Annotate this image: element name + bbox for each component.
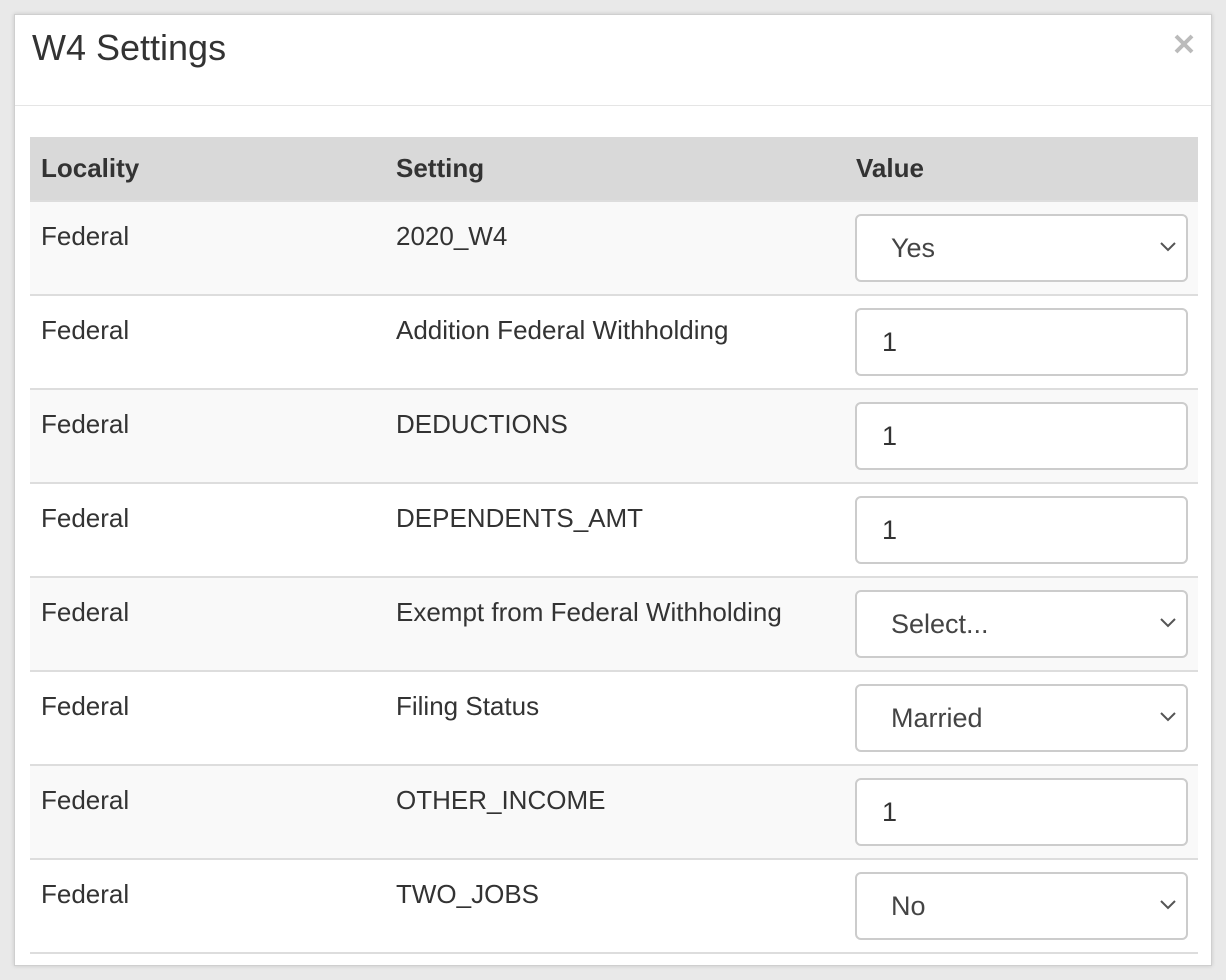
value-select[interactable]: Yes	[855, 214, 1188, 282]
setting-cell: Exempt from Federal Withholding	[385, 577, 845, 672]
locality-cell: Federal	[30, 201, 385, 296]
setting-cell: Addition Federal Withholding	[385, 295, 845, 390]
value-cell: 1	[845, 389, 1198, 484]
value-cell: 1	[845, 295, 1198, 390]
table-row: Federal Filing Status Married	[30, 671, 1198, 766]
table-row: Federal Addition Federal Withholding 1	[30, 295, 1198, 390]
table-row: Federal DEDUCTIONS 1	[30, 389, 1198, 484]
setting-cell: 2020_W4	[385, 201, 845, 296]
modal-header: W4 Settings	[15, 15, 1211, 106]
value-cell: 1	[845, 765, 1198, 860]
modal-title: W4 Settings	[32, 27, 227, 68]
value-cell: Married	[845, 671, 1198, 766]
value-select[interactable]: No	[855, 872, 1188, 940]
table-row: Federal TWO_JOBS No	[30, 859, 1198, 954]
value-text: Select...	[891, 609, 989, 639]
value-text: Married	[891, 703, 983, 733]
locality-cell: Federal	[30, 483, 385, 578]
setting-cell: OTHER_INCOME	[385, 765, 845, 860]
value-cell: Select...	[845, 577, 1198, 672]
value-text: 1	[882, 327, 898, 357]
chevron-line	[1160, 618, 1176, 628]
dropdown-chevron	[1160, 900, 1176, 910]
value-cell: No	[845, 859, 1198, 954]
setting-cell: TWO_JOBS	[385, 859, 845, 954]
value-cell: Yes	[845, 201, 1198, 296]
locality-cell: Federal	[30, 295, 385, 390]
value-text: 1	[882, 421, 898, 451]
dropdown-chevron	[1160, 712, 1176, 722]
dropdown-chevron	[1160, 618, 1176, 628]
table-body: Federal 2020_W4 Yes Federal Addition Federal…	[30, 201, 1198, 954]
chevron-line	[1160, 242, 1176, 252]
setting-cell: Filing Status	[385, 671, 845, 766]
value-select[interactable]: Married	[855, 684, 1188, 752]
dropdown-chevron	[1160, 242, 1176, 252]
header-row: Locality Setting Value	[30, 137, 1198, 202]
value-text: Yes	[891, 233, 936, 263]
value-text: 1	[882, 515, 898, 545]
table-row: Federal Exempt from Federal Withholding Se…	[30, 577, 1198, 672]
value-input[interactable]: 1	[855, 402, 1188, 470]
column-header: Value	[845, 137, 1198, 202]
setting-cell: DEDUCTIONS	[385, 389, 845, 484]
value-input[interactable]: 1	[855, 308, 1188, 376]
table-row: Federal 2020_W4 Yes	[30, 201, 1198, 296]
value-input[interactable]: 1	[855, 778, 1188, 846]
value-select[interactable]: Select...	[855, 590, 1188, 658]
value-input[interactable]: 1	[855, 496, 1188, 564]
close-button[interactable]	[1173, 33, 1195, 55]
settings-table: Locality Setting Value Federal 2020_W4 Yes Fe…	[30, 137, 1198, 954]
value-text: 1	[882, 797, 898, 827]
value-text: No	[891, 891, 926, 921]
modal: W4 Settings Locality Setting Value Federal…	[14, 14, 1212, 966]
setting-cell: DEPENDENTS_AMT	[385, 483, 845, 578]
locality-cell: Federal	[30, 765, 385, 860]
locality-cell: Federal	[30, 859, 385, 954]
column-header: Locality	[30, 137, 385, 202]
column-header: Setting	[385, 137, 845, 202]
table-row: Federal DEPENDENTS_AMT 1	[30, 483, 1198, 578]
locality-cell: Federal	[30, 671, 385, 766]
locality-cell: Federal	[30, 577, 385, 672]
table-row: Federal OTHER_INCOME 1	[30, 765, 1198, 860]
chevron-line	[1160, 900, 1176, 910]
locality-cell: Federal	[30, 389, 385, 484]
value-cell: 1	[845, 483, 1198, 578]
chevron-line	[1160, 712, 1176, 722]
